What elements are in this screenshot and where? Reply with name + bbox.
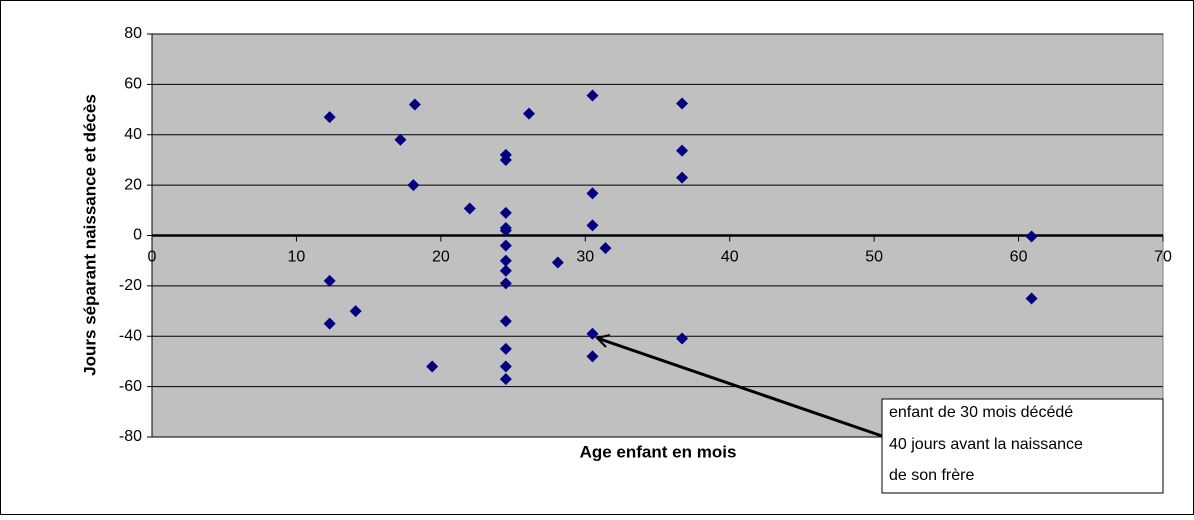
point xyxy=(323,274,336,287)
point xyxy=(586,350,599,363)
annotation-text: enfant de 30 mois décédé xyxy=(889,404,1073,421)
point xyxy=(407,179,420,192)
point xyxy=(463,202,476,215)
point xyxy=(499,206,512,219)
y-tick-label: 20 xyxy=(124,176,142,193)
annotation-text: de son frère xyxy=(889,467,974,484)
point xyxy=(499,264,512,277)
y-tick-label: 40 xyxy=(124,126,142,143)
point xyxy=(1025,292,1038,305)
y-tick-label: 60 xyxy=(124,76,142,93)
point xyxy=(586,327,599,340)
x-tick-label: 70 xyxy=(1154,249,1172,266)
x-tick-label: 20 xyxy=(432,249,450,266)
x-tick-label: 0 xyxy=(148,249,157,266)
point xyxy=(586,187,599,200)
point xyxy=(499,315,512,328)
annotation-box xyxy=(881,398,1164,494)
point xyxy=(499,153,512,166)
annotation-text: 40 jours avant la naissance xyxy=(889,436,1083,453)
y-tick-label: 0 xyxy=(133,227,142,244)
point xyxy=(408,98,421,111)
point xyxy=(499,277,512,290)
point xyxy=(676,171,689,184)
x-tick-label: 30 xyxy=(576,249,594,266)
point xyxy=(676,332,689,345)
x-tick-label: 40 xyxy=(721,249,739,266)
point xyxy=(323,317,336,330)
point xyxy=(394,133,407,146)
y-axis-label: Jours séparant naissance et décès xyxy=(80,94,99,376)
x-tick-label: 50 xyxy=(865,249,883,266)
point xyxy=(586,219,599,232)
point xyxy=(1025,230,1038,243)
point xyxy=(349,305,362,318)
y-tick-label: -80 xyxy=(119,428,142,445)
y-tick-label: -20 xyxy=(119,277,142,294)
point xyxy=(551,256,564,269)
point xyxy=(599,242,612,255)
point xyxy=(499,373,512,386)
x-tick-label: 60 xyxy=(1010,249,1028,266)
point xyxy=(499,360,512,373)
point xyxy=(323,111,336,124)
x-tick-label: 10 xyxy=(288,249,306,266)
x-axis-label: Age enfant en mois xyxy=(580,442,737,461)
y-tick-label: 80 xyxy=(124,25,142,42)
y-tick-label: -60 xyxy=(119,378,142,395)
annotation-arrow xyxy=(596,336,883,438)
annotation-arrowhead xyxy=(595,334,611,348)
point xyxy=(499,342,512,355)
point xyxy=(499,239,512,252)
point xyxy=(676,97,689,110)
y-tick-label: -40 xyxy=(119,327,142,344)
point xyxy=(426,360,439,373)
point xyxy=(522,107,535,120)
point xyxy=(676,144,689,157)
point xyxy=(499,224,512,237)
point xyxy=(586,89,599,102)
point xyxy=(499,254,512,267)
